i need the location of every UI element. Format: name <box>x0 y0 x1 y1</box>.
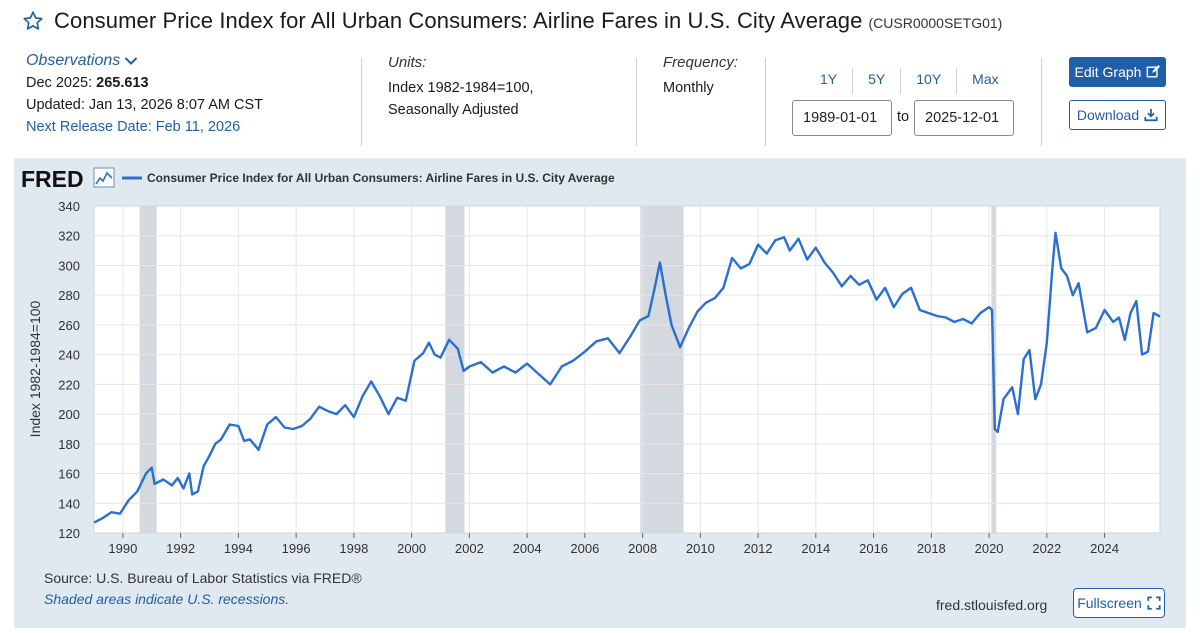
fullscreen-icon <box>1147 596 1161 610</box>
series-id: (CUSR0000SETG01) <box>868 15 1003 31</box>
y-tick-label: 300 <box>58 258 80 273</box>
divider <box>361 58 362 146</box>
y-tick-label: 320 <box>58 229 80 244</box>
latest-observation: Dec 2025: 265.613 <box>26 74 263 92</box>
fullscreen-label: Fullscreen <box>1077 595 1142 611</box>
units-line-1: Index 1982-1984=100, <box>388 80 534 96</box>
observations-toggle[interactable]: Observations <box>26 52 138 70</box>
x-tick-label: 1994 <box>224 541 253 556</box>
recession-band <box>139 206 157 533</box>
y-tick-label: 220 <box>58 377 80 392</box>
x-tick-label: 2016 <box>859 541 888 556</box>
y-axis-label: Index 1982-1984=100 <box>27 300 43 437</box>
y-tick-label: 140 <box>58 496 80 511</box>
units-label: Units: <box>388 54 427 71</box>
download-label: Download <box>1076 107 1140 123</box>
observations-label: Observations <box>26 52 121 69</box>
plot-border <box>93 205 1161 534</box>
y-tick-label: 240 <box>58 348 80 363</box>
units-line-2: Seasonally Adjusted <box>388 102 519 118</box>
plot-area <box>94 206 1160 533</box>
y-tick-label: 260 <box>58 318 80 333</box>
x-tick-label: 2022 <box>1032 541 1061 556</box>
fred-logo: FRED <box>21 166 84 192</box>
recession-band <box>640 206 684 533</box>
x-tick-label: 2000 <box>397 541 426 556</box>
frequency-value: Monthly <box>663 80 714 96</box>
x-tick-label: 1998 <box>339 541 368 556</box>
recession-note: Shaded areas indicate U.S. recessions. <box>44 591 290 607</box>
y-tick-label: 340 <box>58 199 80 214</box>
range-max-button[interactable]: Max <box>956 68 1013 94</box>
title-row: Consumer Price Index for All Urban Consu… <box>22 6 1002 36</box>
x-tick-label: 2008 <box>628 541 657 556</box>
page-title: Consumer Price Index for All Urban Consu… <box>54 8 863 33</box>
range-5y-button[interactable]: 5Y <box>852 68 900 94</box>
fullscreen-button[interactable]: Fullscreen <box>1073 588 1165 618</box>
edit-icon <box>1147 65 1161 78</box>
updated-text: Updated: Jan 13, 2026 8:07 AM CST <box>26 97 263 113</box>
edit-graph-label: Edit Graph <box>1074 64 1142 80</box>
x-tick-label: 2006 <box>570 541 599 556</box>
frequency-panel: Frequency: Monthly <box>663 54 738 99</box>
x-tick-label: 2024 <box>1090 541 1119 556</box>
graph-panel: FRED Consumer Price Index for All Urban … <box>14 158 1186 628</box>
download-button[interactable]: Download <box>1069 100 1166 130</box>
x-tick-label: 2018 <box>917 541 946 556</box>
next-release-link[interactable]: Next Release Date: Feb 11, 2026 <box>26 119 241 135</box>
star-icon[interactable] <box>22 10 44 32</box>
range-1y-button[interactable]: 1Y <box>820 71 838 87</box>
start-date-input[interactable] <box>792 100 892 136</box>
divider <box>1041 58 1042 146</box>
y-tick-label: 180 <box>58 437 80 452</box>
x-tick-label: 2012 <box>744 541 773 556</box>
edit-graph-button[interactable]: Edit Graph <box>1069 57 1166 87</box>
legend-label: Consumer Price Index for All Urban Consu… <box>147 171 615 185</box>
y-tick-label: 200 <box>58 407 80 422</box>
divider <box>636 58 637 146</box>
x-tick-label: 2002 <box>455 541 484 556</box>
y-tick-label: 120 <box>58 526 80 541</box>
recession-band <box>445 206 465 533</box>
end-date-input[interactable] <box>914 100 1014 136</box>
units-value: Index 1982-1984=100, Seasonally Adjusted <box>388 77 534 121</box>
x-tick-label: 1996 <box>282 541 311 556</box>
site-url: fred.stlouisfed.org <box>936 597 1048 613</box>
range-buttons: 1Y 5Y 10Y Max <box>805 68 1014 94</box>
units-panel: Units: Index 1982-1984=100, Seasonally A… <box>388 54 534 121</box>
to-label: to <box>897 109 910 125</box>
x-tick-label: 2020 <box>975 541 1004 556</box>
download-icon <box>1144 108 1158 122</box>
chevron-down-icon <box>125 57 138 65</box>
x-tick-label: 1990 <box>108 541 137 556</box>
x-tick-label: 2010 <box>686 541 715 556</box>
x-tick-label: 1992 <box>166 541 195 556</box>
x-tick-label: 2014 <box>801 541 830 556</box>
observations-panel: Observations Dec 2025: 265.613 Updated: … <box>26 52 263 136</box>
series-line[interactable] <box>93 231 1161 524</box>
y-tick-label: 280 <box>58 288 80 303</box>
source-text: Source: U.S. Bureau of Labor Statistics … <box>44 570 362 586</box>
x-tick-label: 2004 <box>513 541 542 556</box>
frequency-label: Frequency: <box>663 54 739 71</box>
line-chart[interactable]: FRED Consumer Price Index for All Urban … <box>14 158 1186 628</box>
latest-date: Dec 2025: <box>26 75 93 91</box>
latest-value: 265.613 <box>96 75 149 91</box>
y-tick-label: 160 <box>58 467 80 482</box>
divider <box>765 58 766 146</box>
fred-logo-icon <box>93 167 115 188</box>
series-meta: Observations Dec 2025: 265.613 Updated: … <box>0 52 1200 152</box>
range-10y-button[interactable]: 10Y <box>900 68 956 94</box>
